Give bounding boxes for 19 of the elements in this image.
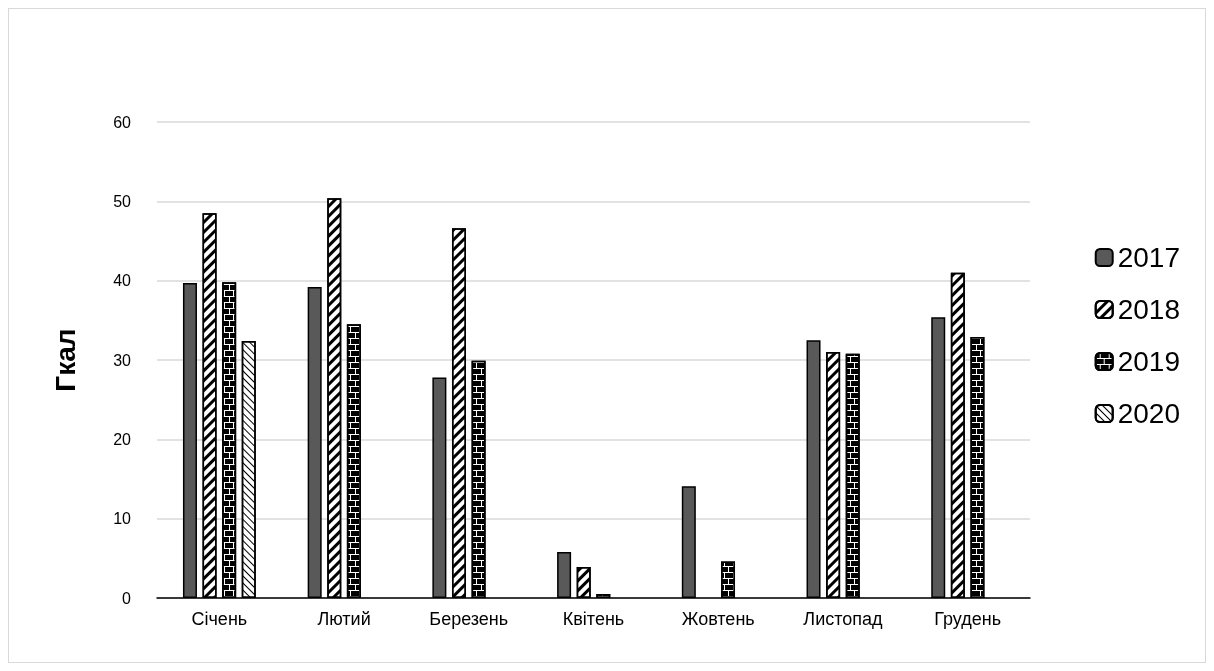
x-tick-label: Квітень bbox=[562, 609, 625, 629]
x-tick-label: Листопад bbox=[803, 609, 884, 629]
y-tick-label: 10 bbox=[113, 510, 132, 528]
legend-label: 2020 bbox=[1117, 398, 1181, 429]
y-tick-label: 60 bbox=[113, 113, 132, 131]
y-tick-label: 50 bbox=[113, 192, 132, 210]
legend-label: 2017 bbox=[1117, 242, 1181, 273]
y-tick-label: 0 bbox=[122, 589, 132, 607]
y-tick-label: 40 bbox=[113, 272, 132, 290]
legend-label: 2019 bbox=[1117, 346, 1181, 377]
x-tick-label: Січень bbox=[191, 609, 248, 629]
y-tick-label: 30 bbox=[113, 351, 132, 369]
x-tick-label: Березень bbox=[429, 609, 509, 629]
x-tick-label: Жовтень bbox=[681, 609, 755, 629]
legend-label: 2018 bbox=[1117, 294, 1181, 325]
x-tick-label: Лютий bbox=[317, 609, 371, 629]
y-tick-label: 20 bbox=[113, 430, 132, 448]
x-tick-label: Грудень bbox=[934, 609, 1002, 629]
y-axis-title: Гкал bbox=[49, 328, 81, 392]
